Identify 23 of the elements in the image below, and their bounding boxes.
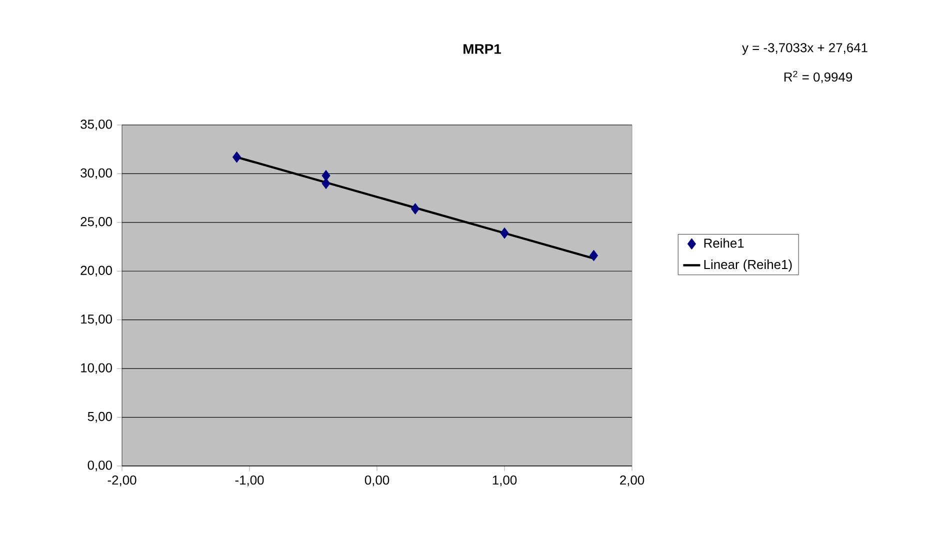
x-tick-label: 2,00 — [620, 475, 644, 486]
y-tick-label: 5,00 — [88, 412, 112, 423]
y-tick-label: 30,00 — [80, 168, 112, 180]
legend-label: Linear (Reihe1) — [704, 260, 792, 272]
y-tick-label: 0,00 — [88, 460, 112, 472]
x-tick-label: -1,00 — [235, 475, 264, 486]
point — [589, 250, 598, 262]
text: R$^{2}$ = 0,9949 — [784, 70, 852, 84]
text: y = -3,7033x + 27,641 — [742, 43, 868, 55]
chart-title: MRP1 — [464, 44, 501, 54]
y-tick-label: 15,00 — [81, 314, 112, 326]
x-tick-label: -2,00 — [108, 475, 136, 486]
x-tick-label: 0,00 — [364, 475, 390, 486]
point — [232, 151, 242, 163]
point — [322, 178, 330, 190]
y-tick-label: 35,00 — [80, 120, 112, 130]
point — [500, 227, 509, 239]
y-tick-label: 25,00 — [80, 217, 112, 228]
y-tick-label: 10,00 — [81, 363, 112, 374]
y-tick-label: 20,00 — [80, 266, 112, 276]
point — [410, 203, 420, 214]
legend-label: Reihe1 — [704, 238, 744, 248]
x-tick-label: 1,00 — [492, 475, 517, 486]
